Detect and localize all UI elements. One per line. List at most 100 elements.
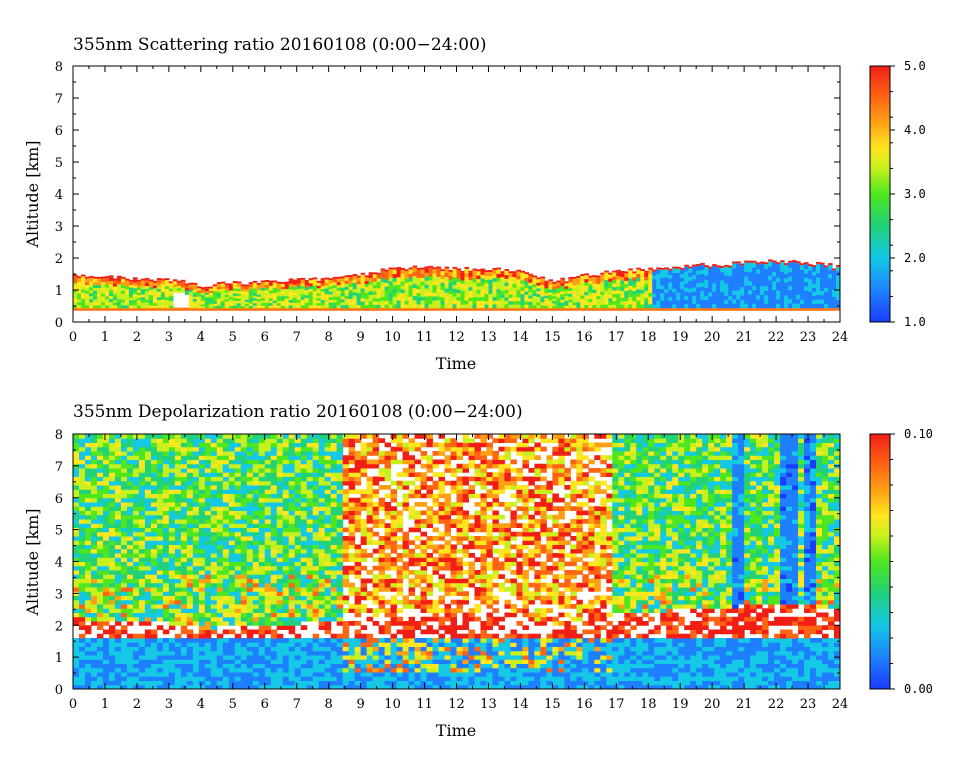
heatmap-cell <box>306 523 314 528</box>
heatmap-cell <box>332 281 338 286</box>
heatmap-cell <box>126 523 134 528</box>
heatmap-cell <box>174 633 182 639</box>
heatmap-cell <box>156 523 164 528</box>
heatmap-cell <box>540 304 545 309</box>
heatmap-cell <box>540 276 545 279</box>
heatmap-cell <box>78 625 86 630</box>
heatmap-cell <box>174 655 182 660</box>
heatmap-cell <box>294 489 302 494</box>
heatmap-cell <box>174 638 182 643</box>
heatmap-cell <box>102 540 110 545</box>
heatmap-cell <box>300 650 308 656</box>
heatmap-cell <box>204 672 212 677</box>
heatmap-cell <box>114 544 122 550</box>
heatmap-cell <box>204 570 212 575</box>
heatmap-cell <box>740 265 745 271</box>
heatmap-cell <box>234 655 242 660</box>
heatmap-cell <box>604 307 609 311</box>
heatmap-cell <box>246 442 254 448</box>
heatmap-cell <box>120 293 126 297</box>
heatmap-cell <box>186 604 194 609</box>
heatmap-cell <box>282 578 290 584</box>
heatmap-cell <box>308 291 314 295</box>
heatmap-cell <box>312 489 320 494</box>
heatmap-cell <box>216 633 224 639</box>
heatmap-cell <box>592 289 597 293</box>
heatmap-cell <box>306 442 314 448</box>
heatmap-cell <box>768 261 773 267</box>
heatmap-cell <box>180 455 188 460</box>
heatmap-cell <box>736 272 741 278</box>
heatmap-cell <box>508 300 514 305</box>
heatmap-cell <box>204 604 212 609</box>
heatmap-cell <box>156 288 162 292</box>
heatmap-cell <box>408 299 414 305</box>
heatmap-cell <box>204 300 210 303</box>
heatmap-cell <box>114 459 122 465</box>
heatmap-cell <box>304 294 310 298</box>
heatmap-cell <box>96 663 104 669</box>
heatmap-cell <box>78 570 86 575</box>
heatmap-cell <box>126 548 134 554</box>
heatmap-cell <box>102 646 110 652</box>
heatmap-cell <box>222 531 230 537</box>
heatmap-cell <box>656 292 661 297</box>
heatmap-cell <box>90 459 98 465</box>
heatmap-cell <box>90 438 98 443</box>
heatmap-cell <box>276 293 282 297</box>
heatmap-cell <box>120 604 128 609</box>
heatmap-cell <box>288 434 296 439</box>
heatmap-cell <box>132 672 140 677</box>
heatmap-cell <box>330 638 338 643</box>
heatmap-cell <box>162 506 170 511</box>
heatmap-cell <box>572 287 577 291</box>
heatmap-cell <box>744 276 749 282</box>
heatmap-cell <box>156 540 164 545</box>
heatmap-cell <box>198 476 206 482</box>
heatmap-cell <box>78 667 86 673</box>
heatmap-cell <box>168 582 176 588</box>
heatmap-cell <box>628 307 633 311</box>
heatmap-cell <box>246 642 254 647</box>
heatmap-cell <box>300 527 308 533</box>
heatmap-cell <box>210 595 218 601</box>
heatmap-cell <box>186 514 194 520</box>
heatmap-cell <box>168 283 174 287</box>
heatmap-cell <box>234 548 242 554</box>
heatmap-cell <box>246 455 254 460</box>
heatmap-cell <box>324 497 332 503</box>
heatmap-cell <box>560 304 565 309</box>
heatmap-cell <box>108 502 116 507</box>
heatmap-cell <box>312 578 320 584</box>
heatmap-cell <box>284 283 290 287</box>
heatmap-cell <box>664 296 669 301</box>
heatmap-cell <box>150 663 158 669</box>
heatmap-cell <box>312 570 320 575</box>
heatmap-cell <box>306 434 314 439</box>
heatmap-cell <box>114 455 122 460</box>
heatmap-cell <box>288 476 296 482</box>
heatmap-cell <box>312 287 318 292</box>
heatmap-cell <box>90 557 98 562</box>
heatmap-cell <box>288 489 296 494</box>
heatmap-cell <box>496 299 502 305</box>
heatmap-cell <box>276 582 284 588</box>
heatmap-cell <box>160 280 166 284</box>
heatmap-cell <box>604 297 609 302</box>
heatmap-cell <box>114 480 122 486</box>
heatmap-cell <box>652 285 657 291</box>
heatmap-cell <box>192 531 200 537</box>
heatmap-cell <box>186 578 194 584</box>
heatmap-cell <box>108 459 116 465</box>
heatmap-cell <box>96 304 102 309</box>
heatmap-cell <box>832 268 837 271</box>
heatmap-cell <box>156 570 164 575</box>
heatmap-cell <box>716 283 721 289</box>
heatmap-cell <box>324 476 332 482</box>
heatmap-cell <box>90 506 98 511</box>
heatmap-cell <box>656 267 661 270</box>
heatmap-cell <box>108 616 116 622</box>
heatmap-cell <box>720 267 725 273</box>
heatmap-cell <box>144 680 152 686</box>
heatmap-cell <box>300 595 308 601</box>
